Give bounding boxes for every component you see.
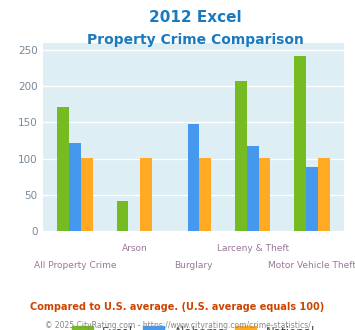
Text: Arson: Arson	[121, 244, 147, 253]
Bar	[116, 201, 129, 231]
Bar	[306, 167, 318, 231]
Bar	[247, 146, 258, 231]
Bar	[81, 158, 93, 231]
Text: All Property Crime: All Property Crime	[34, 261, 116, 270]
Bar	[187, 124, 200, 231]
Text: Motor Vehicle Theft: Motor Vehicle Theft	[268, 261, 355, 270]
Text: Larceny & Theft: Larceny & Theft	[217, 244, 289, 253]
Bar	[58, 107, 69, 231]
Bar	[140, 158, 152, 231]
Bar	[258, 158, 271, 231]
Text: Property Crime Comparison: Property Crime Comparison	[87, 33, 304, 47]
Bar	[69, 143, 81, 231]
Legend: Excel, Alabama, National: Excel, Alabama, National	[67, 321, 320, 330]
Bar	[200, 158, 211, 231]
Bar	[235, 81, 247, 231]
Bar	[294, 56, 306, 231]
Bar	[318, 158, 329, 231]
Text: Compared to U.S. average. (U.S. average equals 100): Compared to U.S. average. (U.S. average …	[31, 302, 324, 312]
Text: © 2025 CityRating.com - https://www.cityrating.com/crime-statistics/: © 2025 CityRating.com - https://www.city…	[45, 321, 310, 330]
Text: 2012 Excel: 2012 Excel	[149, 10, 241, 25]
Text: Burglary: Burglary	[174, 261, 213, 270]
